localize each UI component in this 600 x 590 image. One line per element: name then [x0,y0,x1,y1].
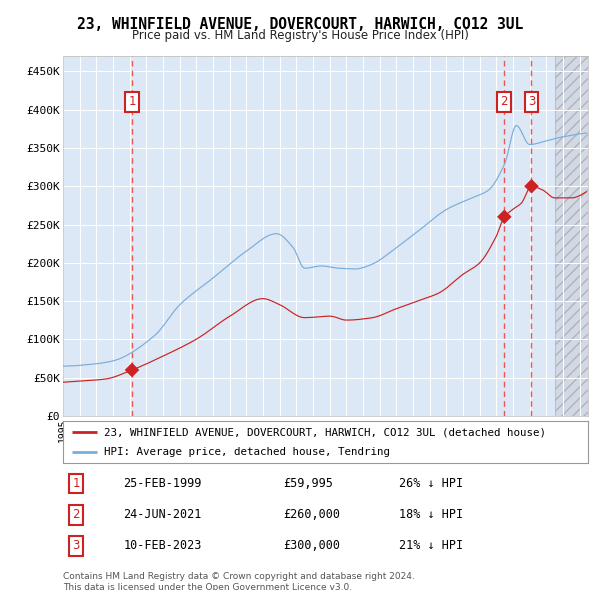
Text: 18% ↓ HPI: 18% ↓ HPI [399,508,463,522]
Point [127,365,137,375]
Text: 3: 3 [73,539,80,552]
Bar [554,56,600,416]
Text: 1: 1 [73,477,80,490]
Text: £59,995: £59,995 [284,477,334,490]
Text: 23, WHINFIELD AVENUE, DOVERCOURT, HARWICH, CO12 3UL: 23, WHINFIELD AVENUE, DOVERCOURT, HARWIC… [77,17,523,31]
Text: 25-FEB-1999: 25-FEB-1999 [124,477,202,490]
Text: 2: 2 [73,508,80,522]
Text: 2: 2 [500,96,508,109]
Text: Price paid vs. HM Land Registry's House Price Index (HPI): Price paid vs. HM Land Registry's House … [131,30,469,42]
Bar [554,56,600,416]
Text: Contains HM Land Registry data © Crown copyright and database right 2024.: Contains HM Land Registry data © Crown c… [63,572,415,581]
Text: £260,000: £260,000 [284,508,341,522]
Text: This data is licensed under the Open Government Licence v3.0.: This data is licensed under the Open Gov… [63,583,352,590]
Text: HPI: Average price, detached house, Tendring: HPI: Average price, detached house, Tend… [104,447,390,457]
Point [527,182,536,191]
Text: 21% ↓ HPI: 21% ↓ HPI [399,539,463,552]
Point [500,212,509,222]
Text: 10-FEB-2023: 10-FEB-2023 [124,539,202,552]
Text: 24-JUN-2021: 24-JUN-2021 [124,508,202,522]
Text: 3: 3 [528,96,535,109]
Text: 1: 1 [128,96,136,109]
Text: £300,000: £300,000 [284,539,341,552]
Text: 23, WHINFIELD AVENUE, DOVERCOURT, HARWICH, CO12 3UL (detached house): 23, WHINFIELD AVENUE, DOVERCOURT, HARWIC… [104,427,546,437]
Text: 26% ↓ HPI: 26% ↓ HPI [399,477,463,490]
